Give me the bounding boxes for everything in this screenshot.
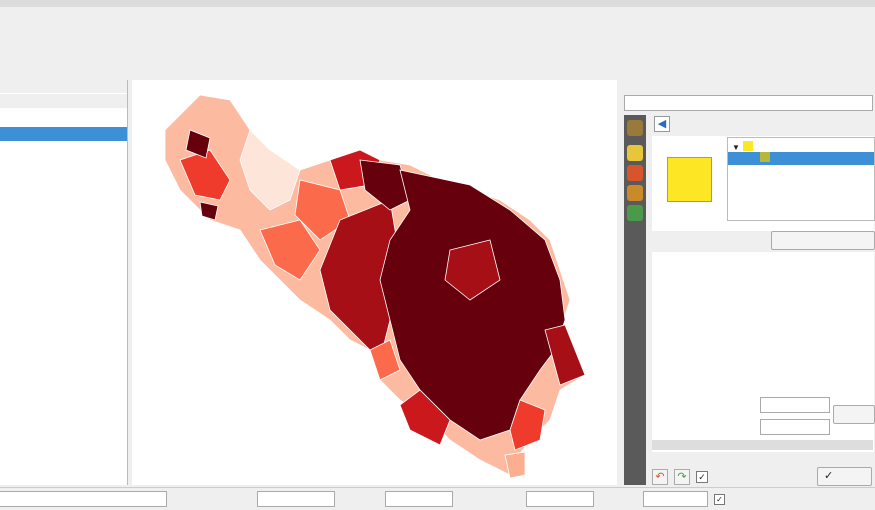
status-bar: ✓ [0, 487, 875, 510]
region [259, 219, 321, 281]
symbol-preview [667, 157, 712, 202]
offset-unit[interactable] [833, 405, 875, 424]
panel-toolbar [0, 94, 127, 108]
type-combo[interactable] [771, 231, 875, 250]
toolbars [0, 26, 875, 78]
rotation[interactable] [643, 491, 708, 507]
region [369, 339, 401, 381]
selected-layer[interactable] [0, 127, 127, 141]
style-tabs [624, 115, 646, 485]
layers-panel [0, 80, 128, 485]
region [399, 389, 451, 446]
title-bar [0, 0, 875, 7]
map-layer [164, 94, 586, 479]
region [294, 179, 351, 241]
scrollbar[interactable] [652, 440, 873, 450]
undo-button[interactable]: ↶ [652, 469, 668, 485]
locator[interactable] [0, 491, 167, 507]
back-button[interactable]: ◀ [654, 116, 670, 132]
offset-y[interactable] [760, 419, 830, 435]
tab-icon[interactable] [627, 165, 643, 181]
tree-root[interactable]: ▼ [732, 141, 753, 153]
region [359, 159, 411, 211]
tab-icon[interactable] [627, 185, 643, 201]
tab-icon[interactable] [627, 120, 643, 136]
apply-button[interactable]: ✓ [817, 467, 872, 486]
coordinate[interactable] [257, 491, 335, 507]
panel-header [0, 80, 127, 93]
live-update-checkbox[interactable]: ✓ [696, 471, 708, 483]
map-canvas[interactable] [132, 80, 617, 485]
region [544, 324, 586, 386]
symbol-tree: ▼ [727, 137, 875, 221]
tab-icon[interactable] [627, 205, 643, 221]
magnifier[interactable] [526, 491, 594, 507]
region [504, 451, 526, 479]
region [199, 201, 219, 221]
region [185, 129, 211, 159]
render-checkbox[interactable]: ✓ [714, 494, 725, 505]
scale[interactable] [385, 491, 453, 507]
redo-button[interactable]: ↷ [674, 469, 690, 485]
layer-combo[interactable] [624, 95, 873, 111]
region [509, 399, 546, 451]
offset-x[interactable] [760, 397, 830, 413]
layer-style-panel: ◀ ▼ [622, 80, 875, 485]
tab-icon[interactable] [627, 145, 643, 161]
region [444, 239, 501, 301]
tree-child[interactable] [728, 152, 874, 165]
region [239, 129, 301, 211]
